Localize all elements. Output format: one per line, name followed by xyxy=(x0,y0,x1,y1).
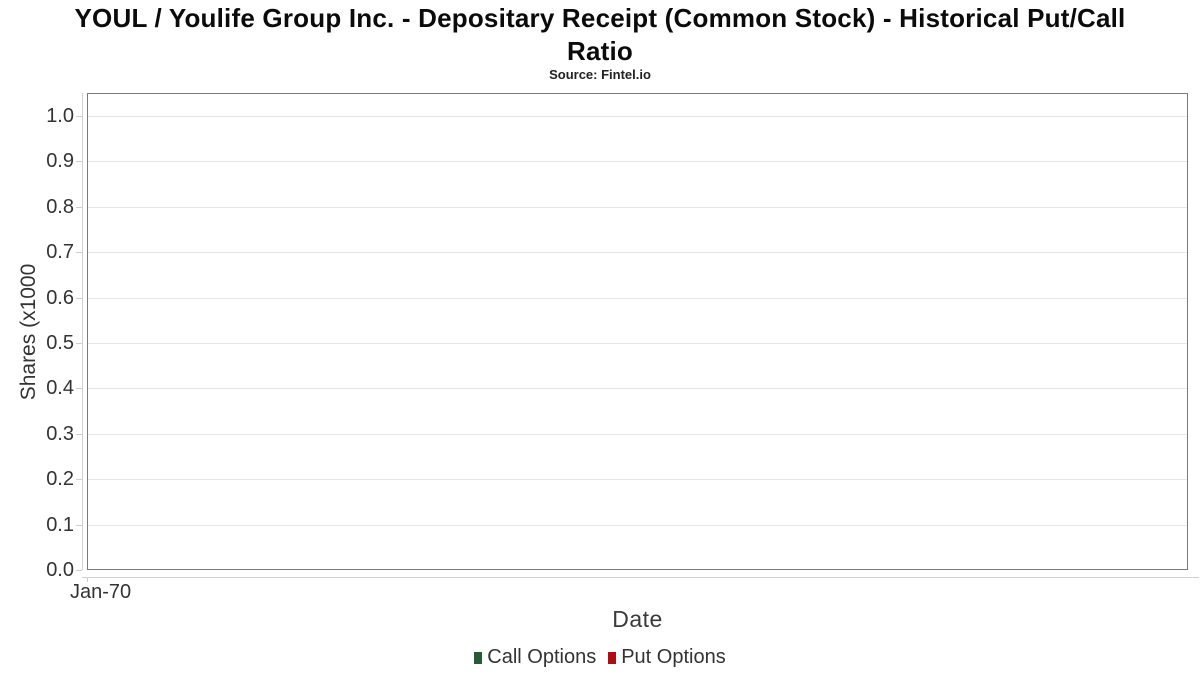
y-axis-tick xyxy=(76,433,82,435)
legend: Call Options Put Options xyxy=(0,646,1200,669)
gridline xyxy=(88,116,1187,117)
legend-item-call-options[interactable]: Call Options xyxy=(474,646,596,669)
y-tick-label: 0.3 xyxy=(46,422,74,445)
gridline xyxy=(88,206,1187,208)
y-tick-label: 1.0 xyxy=(46,105,74,127)
y-axis-tick xyxy=(76,343,82,344)
gridline xyxy=(88,343,1187,344)
plot-area xyxy=(87,93,1188,570)
gridline xyxy=(88,161,1187,163)
chart-title: YOUL / Youlife Group Inc. - Depositary R… xyxy=(0,2,1200,68)
y-axis-tick xyxy=(76,570,82,571)
chart-source: Source: Fintel.io xyxy=(549,67,651,82)
y-tick-label: 0.0 xyxy=(46,559,74,581)
put-options-marker-icon xyxy=(608,651,617,664)
y-axis-tick xyxy=(76,297,82,299)
y-axis-tick xyxy=(76,161,82,163)
y-tick-label: 0.2 xyxy=(46,468,74,491)
y-tick-label: 0.6 xyxy=(46,286,74,309)
y-tick-label: 0.1 xyxy=(46,513,74,536)
gridline xyxy=(88,433,1187,435)
y-tick-label: 0.8 xyxy=(46,195,74,218)
gridline xyxy=(88,252,1187,254)
y-axis-tick xyxy=(76,206,82,208)
gridline xyxy=(88,297,1187,299)
legend-item-put-options[interactable]: Put Options xyxy=(608,646,726,669)
y-axis-tick xyxy=(76,116,82,117)
y-tick-label: 0.9 xyxy=(46,150,74,173)
x-axis-tick xyxy=(87,577,88,582)
chart-title-line2: Ratio xyxy=(567,36,633,66)
y-tick-label: 0.7 xyxy=(46,241,74,264)
y-axis-line xyxy=(82,93,83,570)
x-axis-title: Date xyxy=(612,606,663,632)
y-tick-label: 0.4 xyxy=(46,377,74,400)
call-options-marker-icon xyxy=(474,651,483,664)
gridline xyxy=(88,524,1187,526)
legend-label-put-options: Put Options xyxy=(621,646,726,668)
y-tick-label: 0.5 xyxy=(46,332,74,354)
x-axis-line xyxy=(82,577,1199,578)
legend-label-call-options: Call Options xyxy=(487,646,597,668)
y-axis-tick xyxy=(76,479,82,481)
gridline xyxy=(88,479,1187,481)
chart-title-line1: YOUL / Youlife Group Inc. - Depositary R… xyxy=(74,3,1126,33)
y-axis-tick xyxy=(76,524,82,526)
y-axis-tick xyxy=(76,388,82,390)
x-tick-label: Jan-70 xyxy=(70,581,132,603)
gridline xyxy=(88,388,1187,390)
y-axis-tick xyxy=(76,252,82,254)
